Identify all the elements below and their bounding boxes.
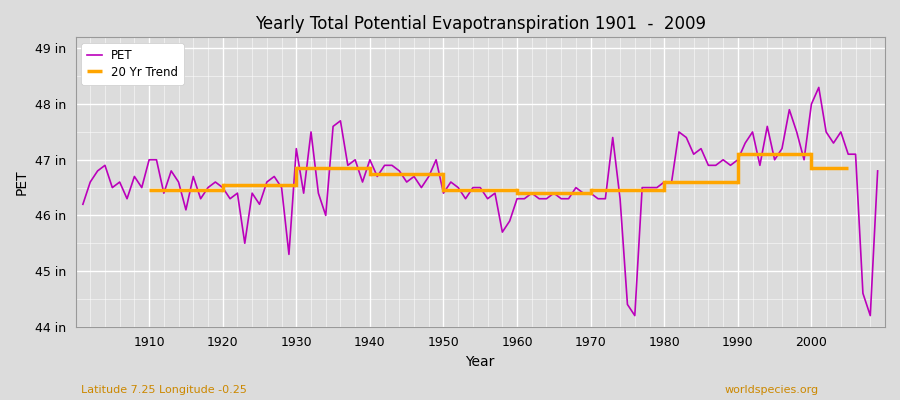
PET: [512, 196, 523, 201]
PET: [629, 313, 640, 318]
PET: [872, 168, 883, 173]
PET: [504, 218, 515, 223]
PET: [137, 185, 148, 190]
Y-axis label: PET: PET: [15, 169, 29, 195]
PET: [342, 163, 353, 168]
X-axis label: Year: Year: [465, 355, 495, 369]
20 Yr Trend: [217, 188, 228, 193]
PET: [600, 196, 611, 201]
Line: PET: PET: [83, 88, 878, 316]
Text: worldspecies.org: worldspecies.org: [724, 385, 819, 395]
PET: [814, 85, 824, 90]
Text: Latitude 7.25 Longitude -0.25: Latitude 7.25 Longitude -0.25: [81, 385, 247, 395]
PET: [77, 202, 88, 207]
Title: Yearly Total Potential Evapotranspiration 1901  -  2009: Yearly Total Potential Evapotranspiratio…: [255, 15, 706, 33]
Legend: PET, 20 Yr Trend: PET, 20 Yr Trend: [81, 43, 184, 84]
PET: [298, 191, 309, 196]
20 Yr Trend: [144, 188, 155, 193]
